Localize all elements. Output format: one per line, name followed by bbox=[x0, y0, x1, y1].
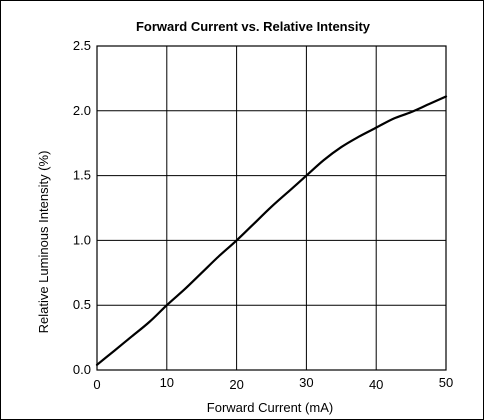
x-tick-label: 30 bbox=[299, 375, 313, 390]
y-tick-label: 1.5 bbox=[73, 168, 91, 183]
series-line bbox=[95, 95, 448, 366]
y-axis-label: Relative Luminous Intensity (%) bbox=[36, 151, 51, 334]
x-tick-labels: 0 10 20 30 40 50 bbox=[93, 375, 453, 392]
x-tick-label: 40 bbox=[369, 377, 383, 392]
plot-area-border bbox=[96, 45, 447, 371]
x-tick-label: 0 bbox=[93, 377, 100, 392]
y-tick-label: 2.0 bbox=[73, 103, 91, 118]
x-axis-label: Forward Current (mA) bbox=[207, 400, 333, 415]
chart-title: Forward Current vs. Relative Intensity bbox=[136, 19, 371, 34]
x-tick-label: 50 bbox=[439, 375, 453, 390]
y-tick-label: 0.5 bbox=[73, 297, 91, 312]
y-tick-label: 1.0 bbox=[73, 232, 91, 247]
x-tick-label: 20 bbox=[229, 377, 243, 392]
y-tick-label: 2.5 bbox=[73, 38, 91, 53]
y-tick-labels: 0.0 0.5 1.0 1.5 2.0 2.5 bbox=[73, 38, 91, 377]
x-tick-label: 10 bbox=[160, 375, 174, 390]
y-tick-label: 0.0 bbox=[73, 362, 91, 377]
